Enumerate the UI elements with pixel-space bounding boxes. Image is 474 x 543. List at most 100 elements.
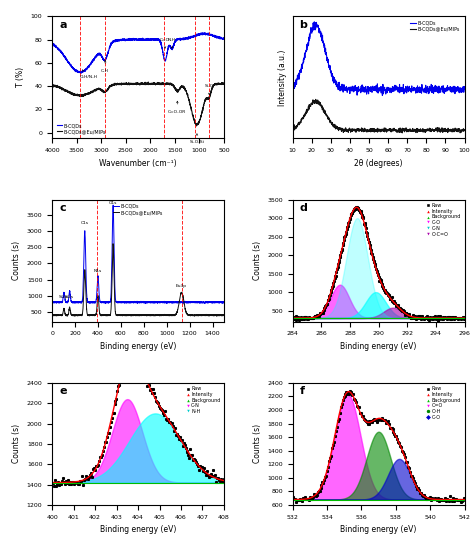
Raw: [49, 480, 55, 487]
Intensity: [52, 479, 58, 486]
Background: [290, 315, 296, 321]
Intensity: [85, 475, 91, 481]
Text: Si2s: Si2s: [65, 295, 74, 299]
B-CQDs@Eu/MIPs: [309, 100, 314, 107]
Intensity: [393, 301, 399, 307]
Line: B-CQDs: B-CQDs: [52, 33, 224, 73]
Text: Si2p: Si2p: [59, 295, 69, 299]
Text: c: c: [59, 203, 65, 213]
B-CQDs: [143, 300, 148, 307]
Intensity: [457, 496, 463, 503]
B-CQDs@Eu/MIPs: [58, 85, 64, 91]
Text: O-H/N-H: O-H/N-H: [80, 70, 98, 79]
Intensity: [462, 315, 467, 321]
Text: b: b: [300, 20, 308, 30]
B-CQDs: [412, 87, 418, 93]
Background: [310, 496, 316, 503]
Intensity: [216, 476, 222, 483]
Background: [446, 315, 451, 321]
Intensity: [444, 496, 449, 503]
Text: Si-O-Si: Si-O-Si: [190, 134, 204, 144]
Intensity: [435, 315, 441, 321]
Raw: [462, 314, 467, 321]
Raw: [221, 475, 227, 482]
Raw: [129, 351, 135, 358]
Intensity: [346, 388, 351, 395]
B-CQDs: [123, 300, 128, 306]
Text: C=O: C=O: [160, 37, 170, 48]
Y-axis label: Intensity (a.u.): Intensity (a.u.): [278, 49, 287, 105]
Y-axis label: Counts (s): Counts (s): [12, 424, 21, 464]
Intensity: [325, 463, 331, 469]
Raw: [294, 497, 300, 503]
Raw: [53, 483, 59, 489]
Intensity: [290, 496, 295, 503]
Intensity: [203, 469, 209, 476]
Y-axis label: T (%): T (%): [16, 67, 25, 87]
Line: B-CQDs: B-CQDs: [292, 22, 465, 96]
Background: [392, 315, 398, 321]
Legend: B-CQDs, B-CQDs@Eu/MIPs: B-CQDs, B-CQDs@Eu/MIPs: [111, 202, 165, 217]
B-CQDs: [311, 18, 317, 25]
Intensity: [354, 204, 359, 211]
Intensity: [446, 315, 452, 321]
B-CQDs@Eu/MIPs: [49, 83, 55, 89]
B-CQDs: [216, 35, 222, 41]
B-CQDs@Eu/MIPs: [128, 80, 134, 86]
Background: [221, 479, 227, 486]
B-CQDs: [200, 299, 205, 306]
Background: [395, 315, 401, 321]
B-CQDs@Eu/MIPs: [49, 312, 55, 319]
X-axis label: Binding energy (eV): Binding energy (eV): [340, 525, 417, 534]
Background: [115, 479, 120, 486]
B-CQDs@Eu/MIPs: [218, 312, 224, 318]
B-CQDs: [419, 86, 425, 92]
B-CQDs: [335, 84, 340, 90]
X-axis label: 2θ (degrees): 2θ (degrees): [355, 159, 403, 168]
Raw: [291, 315, 296, 322]
B-CQDs: [110, 202, 116, 209]
Raw: [447, 314, 452, 320]
B-CQDs: [462, 84, 467, 90]
Intensity: [310, 494, 316, 500]
B-CQDs: [290, 81, 296, 88]
Legend: B-CQDs, B-CQDs@Eu/MIPs: B-CQDs, B-CQDs@Eu/MIPs: [409, 18, 462, 34]
B-CQDs: [185, 35, 191, 41]
B-CQDs@Eu/MIPs: [69, 312, 74, 318]
B-CQDs: [69, 299, 74, 305]
B-CQDs@Eu/MIPs: [185, 92, 191, 99]
Text: C-H: C-H: [101, 60, 109, 73]
Raw: [462, 496, 467, 502]
Raw: [458, 498, 464, 505]
B-CQDs@Eu/MIPs: [419, 127, 425, 134]
Raw: [71, 478, 76, 485]
B-CQDs: [58, 49, 64, 56]
Intensity: [221, 477, 227, 484]
Background: [462, 496, 467, 503]
Text: O1s: O1s: [109, 201, 117, 205]
Background: [355, 496, 361, 503]
Intensity: [49, 479, 55, 486]
Background: [202, 479, 208, 486]
B-CQDs@Eu/MIPs: [221, 81, 227, 87]
Background: [70, 479, 75, 486]
B-CQDs@Eu/MIPs: [221, 312, 227, 319]
Text: Eu3p: Eu3p: [176, 284, 187, 288]
B-CQDs@Eu/MIPs: [123, 312, 128, 319]
B-CQDs@Eu/MIPs: [400, 130, 405, 136]
Intensity: [290, 315, 296, 321]
Intensity: [462, 496, 467, 503]
Y-axis label: Counts (s): Counts (s): [12, 241, 21, 280]
X-axis label: Binding energy (eV): Binding energy (eV): [100, 525, 176, 534]
Raw: [217, 478, 223, 484]
B-CQDs: [49, 299, 55, 305]
Background: [462, 315, 467, 321]
Intensity: [129, 353, 135, 360]
Raw: [116, 383, 121, 390]
Background: [435, 315, 440, 321]
B-CQDs: [221, 299, 227, 306]
Background: [52, 479, 58, 486]
Raw: [293, 498, 299, 505]
Line: Intensity: Intensity: [292, 392, 465, 500]
Raw: [290, 313, 296, 320]
